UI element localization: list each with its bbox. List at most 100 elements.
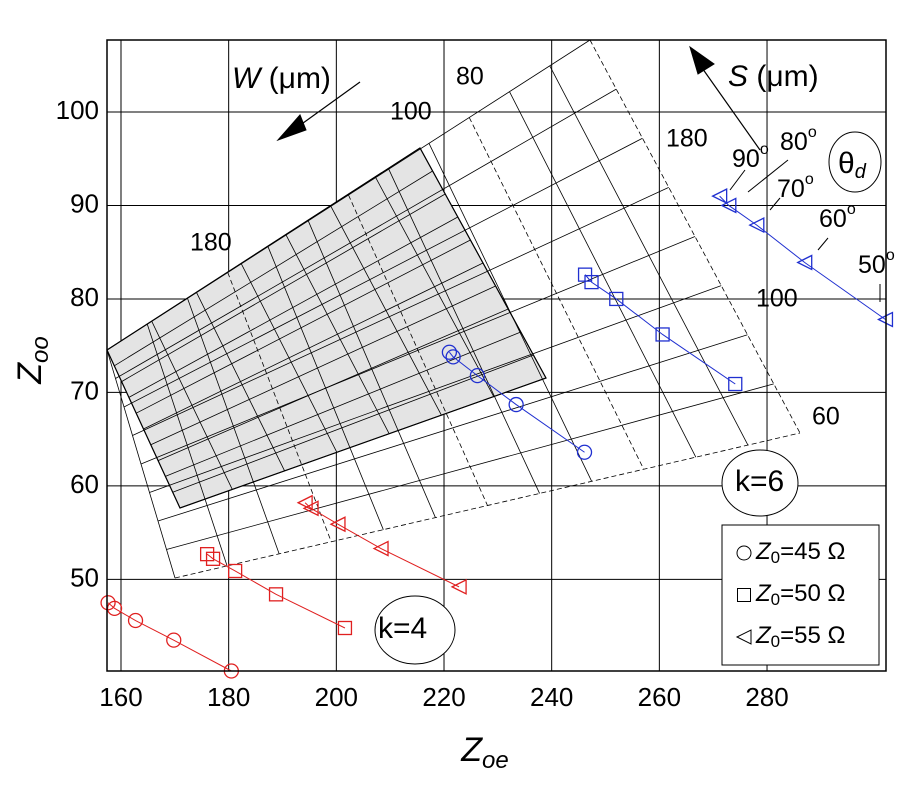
theta-main: θ	[838, 147, 855, 180]
legend-sub: 0	[771, 632, 780, 651]
angle-label: 50o	[858, 247, 895, 278]
angle-arrow	[747, 159, 789, 193]
mesh-line	[149, 285, 722, 493]
marker-circle	[445, 349, 461, 365]
mesh-line	[114, 170, 433, 367]
x-tick-label: 280	[745, 682, 788, 712]
y-axis-label: Zoo	[11, 336, 54, 384]
mesh-line	[589, 39, 801, 434]
legend: Z0=45 ΩZ0=50 ΩZ0=55 Ω	[721, 524, 880, 666]
mesh-line	[143, 262, 484, 430]
x-label-main: Z	[460, 731, 483, 769]
x-axis-label: Zoe	[460, 731, 508, 774]
theta-label: θd	[838, 147, 867, 183]
x-tick-label: 180	[207, 682, 250, 712]
marker-triangle	[748, 217, 765, 234]
y-tick-label: 90	[70, 188, 99, 218]
legend-text: =45 Ω	[780, 538, 845, 565]
y-tick-label: 100	[56, 95, 99, 125]
angle-sup: o	[847, 201, 856, 218]
legend-box	[721, 524, 880, 666]
x-label-sub: oe	[482, 747, 509, 774]
series-line	[584, 274, 736, 385]
legend-label: Z0=45 Ω	[755, 538, 845, 567]
mesh-label: 100	[756, 285, 798, 313]
marker-circle	[166, 632, 182, 648]
s-arrow-shaft	[699, 64, 761, 151]
marker-square	[584, 274, 599, 290]
y-tick-label: 50	[70, 562, 99, 592]
y-tick-label: 80	[70, 282, 99, 312]
angle-sup: o	[808, 124, 817, 141]
angle-value: 90	[732, 145, 760, 173]
angle-arrow	[729, 169, 746, 191]
marker-square	[655, 327, 670, 342]
angle-value: 50	[858, 251, 886, 279]
s-unit: (μm)	[748, 60, 819, 93]
marker-circle	[576, 444, 593, 460]
marks	[100, 188, 894, 679]
x-tick-label: 220	[422, 682, 465, 712]
marker-circle	[469, 367, 486, 384]
k4-label: k=4	[378, 612, 427, 645]
angle-sup: o	[760, 141, 769, 158]
angle-sup: o	[886, 247, 895, 264]
legend-text: =55 Ω	[780, 622, 845, 649]
marker-triangle	[296, 494, 313, 511]
mesh-line	[174, 432, 801, 579]
mesh-line	[166, 383, 774, 550]
mesh-line	[150, 285, 496, 446]
marker-square	[227, 563, 243, 579]
mesh-line	[157, 334, 748, 522]
y-tick-label: 60	[70, 469, 99, 499]
legend-sub: 0	[771, 548, 780, 567]
angle-sup: o	[805, 171, 814, 188]
y-label-main: Z	[11, 362, 49, 385]
x-tick-label: 200	[315, 682, 358, 712]
marker-square	[728, 376, 743, 392]
marker-square	[205, 551, 221, 566]
mesh-line	[121, 193, 446, 382]
marker-circle	[441, 344, 458, 360]
theta-ellipse	[828, 131, 882, 193]
x-tick-label: 160	[99, 682, 142, 712]
marker-triangle	[450, 578, 467, 595]
mesh-line	[106, 147, 421, 351]
legend-label: Z0=55 Ω	[755, 622, 845, 651]
angle-label: 60o	[819, 201, 856, 232]
w-label: W (μm)	[232, 62, 331, 95]
series-line	[206, 553, 346, 629]
mesh-line	[157, 308, 509, 461]
theta-sub: d	[855, 161, 867, 183]
marker-circle	[508, 396, 524, 413]
mesh-label: 80	[456, 63, 484, 91]
mesh-line	[165, 331, 521, 477]
marker-square	[609, 291, 624, 307]
mesh-label: 180	[666, 125, 708, 153]
mesh-line	[115, 88, 617, 379]
mesh-label: 180	[190, 229, 232, 257]
legend-symbol: Z	[755, 580, 772, 607]
mesh-line	[140, 236, 696, 465]
legend-marker	[735, 629, 752, 645]
mesh-line	[179, 377, 547, 509]
angle-label: 90o	[732, 141, 769, 172]
arrows	[276, 45, 881, 302]
angle-value: 80	[780, 128, 808, 156]
legend-label: Z0=50 Ω	[755, 580, 845, 609]
mesh-line	[172, 354, 534, 493]
legend-symbol: Z	[755, 538, 772, 565]
w-main: W	[232, 62, 263, 95]
k6-ellipse	[721, 449, 799, 517]
angle-label: 80o	[780, 124, 817, 155]
mesh-label: 100	[390, 98, 432, 126]
x-tick-label: 260	[638, 682, 681, 712]
legend-symbol: Z	[755, 622, 772, 649]
k4-ellipse	[374, 595, 456, 665]
marker-triangle	[720, 197, 737, 214]
marker-circle	[127, 612, 144, 629]
legend-marker	[737, 588, 751, 602]
y-label-sub: oo	[27, 336, 54, 363]
marker-triangle	[796, 254, 813, 271]
marker-triangle	[302, 500, 319, 517]
